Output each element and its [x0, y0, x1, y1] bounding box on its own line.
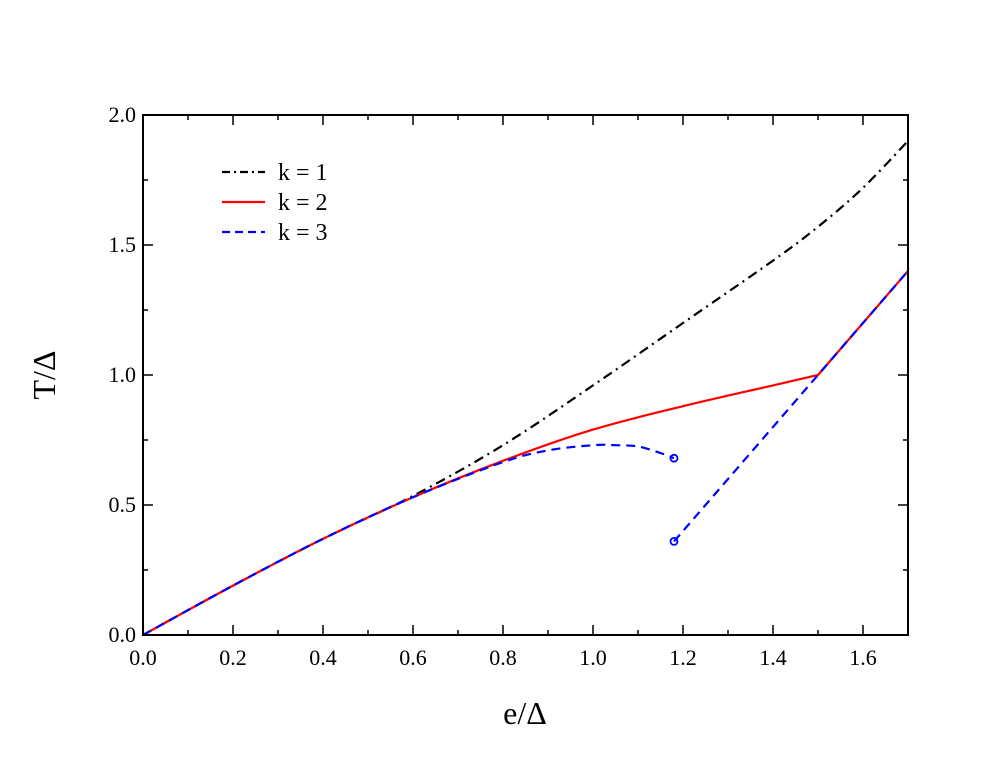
x-tick-label: 0.6 [399, 645, 427, 670]
y-tick-label: 1.5 [109, 232, 137, 257]
plot-frame [142, 114, 909, 636]
series-1 [143, 140, 908, 635]
x-tick-label: 1.0 [579, 645, 607, 670]
x-tick-label: 0.2 [219, 645, 247, 670]
y-tick-label: 0.5 [109, 492, 137, 517]
x-axis-label: e/Δ [503, 695, 547, 731]
x-tick-label: 0.0 [129, 645, 157, 670]
legend-item: k = 1 [222, 160, 328, 186]
x-tick-label: 0.8 [489, 645, 517, 670]
legend-label: k = 3 [278, 220, 328, 246]
x-tick-label: 0.4 [309, 645, 337, 670]
series-3 [143, 270, 908, 635]
legend-label: k = 1 [278, 160, 328, 186]
series-line [143, 140, 908, 635]
tick-labels: 0.0 0.2 0.4 0.6 0.8 1.0 1.2 1.4 1.6 0.0 0.5 1.0 1.5 2… [109, 102, 877, 670]
legend-item: k = 3 [222, 220, 328, 246]
plot-lines [143, 140, 908, 635]
y-tick-label: 1.0 [109, 362, 137, 387]
data-point-marker [669, 537, 679, 546]
x-tick-label: 1.4 [759, 645, 787, 670]
series-2 [143, 270, 908, 635]
legend: k = 1 k = 2 k = 3 [222, 160, 328, 246]
y-axis-label: T/Δ [26, 350, 62, 399]
legend-item: k = 2 [222, 190, 328, 216]
data-point-marker [669, 453, 679, 463]
series-line [143, 443, 675, 635]
series-line [143, 270, 908, 635]
series-line [673, 270, 908, 543]
y-tick-label: 2.0 [109, 102, 137, 127]
x-tick-label: 1.6 [849, 645, 877, 670]
x-tick-label: 1.2 [669, 645, 697, 670]
legend-label: k = 2 [278, 190, 328, 216]
axis-ticks [142, 114, 909, 636]
y-tick-label: 0.0 [109, 622, 137, 647]
